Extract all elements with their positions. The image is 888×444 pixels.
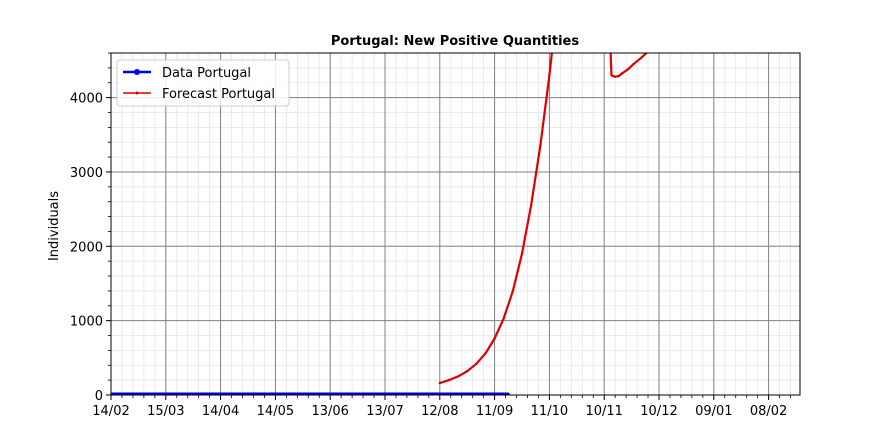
x-tick-label: 11/09 <box>476 404 513 419</box>
y-axis-label: Individuals <box>47 191 62 261</box>
x-tick-label: 14/04 <box>202 404 239 419</box>
forecast-point <box>658 40 660 42</box>
forecast-point <box>632 62 635 66</box>
forecast-point <box>484 352 487 355</box>
x-tick-label: 13/06 <box>311 404 348 419</box>
y-tick-label: 0 <box>95 389 103 404</box>
forecast-point <box>447 378 451 382</box>
forecast-point <box>613 75 617 78</box>
forecast-point <box>649 49 651 51</box>
x-tick-label: 14/02 <box>92 404 129 419</box>
legend-label-data: Data Portugal <box>162 66 251 81</box>
ticks: 14/02 15/03 14/04 14/05 13/06 13/07 12/08 11/09… <box>70 52 791 419</box>
legend-label-forecast: Forecast Portugal <box>162 87 275 102</box>
forecast-point <box>438 381 441 385</box>
x-tick-label: 13/07 <box>366 404 403 419</box>
forecast-point <box>456 375 460 378</box>
y-tick-label: 2000 <box>70 240 103 255</box>
forecast-point <box>502 317 505 320</box>
forecast-point <box>639 57 642 60</box>
forecast-point <box>617 74 621 78</box>
forecast-point <box>493 337 496 340</box>
x-tick-label: 14/05 <box>257 404 294 419</box>
legend: Data Portugal Forecast Portugal <box>116 59 290 107</box>
legend-forecast-marker <box>135 91 139 95</box>
x-tick-label: 10/12 <box>640 404 677 419</box>
plot-frame <box>110 52 801 396</box>
forecast-point <box>676 22 678 24</box>
forecast-point <box>626 68 630 71</box>
x-tick-label: 12/08 <box>421 404 458 419</box>
data-point <box>504 392 510 395</box>
forecast-point <box>475 362 478 365</box>
forecast-point <box>621 71 624 75</box>
forecast-point <box>548 74 551 77</box>
forecast-point <box>466 370 469 373</box>
x-tick-label: 10/11 <box>585 404 622 419</box>
x-tick-label: 09/01 <box>695 404 732 419</box>
y-tick-label: 4000 <box>70 92 103 107</box>
y-tick-label: 3000 <box>70 166 103 181</box>
y-tick-label: 1000 <box>70 315 103 330</box>
legend-data-marker <box>134 69 140 75</box>
x-tick-label: 08/02 <box>750 404 787 419</box>
forecast-point <box>610 74 613 77</box>
forecast-point <box>520 252 524 255</box>
forecast-point <box>539 144 542 148</box>
grid <box>111 52 800 395</box>
forecast-point <box>529 204 533 207</box>
series-layer <box>111 22 678 395</box>
x-tick-label: 15/03 <box>147 404 184 419</box>
legend-box <box>116 59 290 107</box>
forecast-point <box>667 31 669 33</box>
forecast-point <box>511 289 515 293</box>
chart-title: Portugal: New Positive Quantities <box>331 34 579 49</box>
x-tick-label: 11/10 <box>531 404 568 419</box>
